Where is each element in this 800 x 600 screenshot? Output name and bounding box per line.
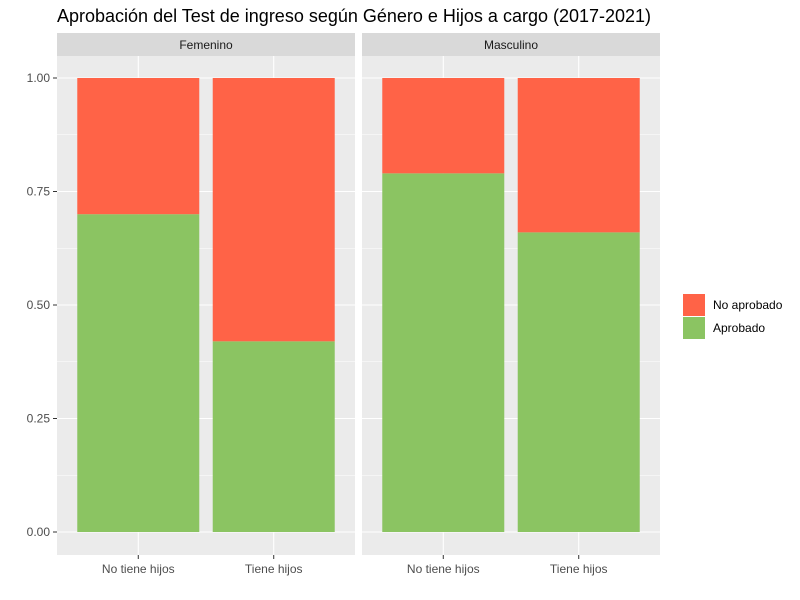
bar-femenino-tiene-hijos-aprobado	[212, 341, 335, 532]
facet-masculino: Masculino No tiene hijos Tiene hijos	[362, 33, 660, 576]
bar-masculino-no-tiene-hijos-no-aprobado	[382, 78, 505, 174]
x-tick-label: No tiene hijos	[102, 562, 175, 576]
y-axis: 0.00 0.25 0.50 0.75 1.00	[27, 71, 57, 539]
chart-title: Aprobación del Test de ingreso según Gén…	[57, 6, 651, 26]
bar-masculino-tiene-hijos-aprobado	[517, 232, 640, 533]
x-tick-label: No tiene hijos	[407, 562, 480, 576]
facet-label: Masculino	[484, 38, 538, 52]
legend-item-aprobado: Aprobado	[683, 317, 765, 339]
bar-masculino-tiene-hijos-no-aprobado	[517, 78, 640, 233]
facet-strip	[57, 33, 355, 56]
legend-swatch	[683, 294, 705, 316]
y-tick-label: 0.75	[27, 185, 51, 199]
y-tick-label: 0.50	[27, 298, 51, 312]
x-tick-label: Tiene hijos	[245, 562, 303, 576]
legend: No aprobado Aprobado	[683, 294, 783, 339]
bar-masculino-no-tiene-hijos-aprobado	[382, 173, 505, 532]
facet-label: Femenino	[179, 38, 233, 52]
facet-femenino: Femenino No tiene hijos Tiene hijos	[57, 33, 355, 576]
bar-femenino-no-tiene-hijos-no-aprobado	[77, 78, 200, 215]
legend-label: Aprobado	[713, 321, 765, 335]
x-tick-label: Tiene hijos	[550, 562, 608, 576]
y-tick-label: 0.25	[27, 412, 51, 426]
facet-strip	[362, 33, 660, 56]
legend-swatch	[683, 317, 705, 339]
y-tick-label: 1.00	[27, 71, 51, 85]
legend-item-no-aprobado: No aprobado	[683, 294, 783, 316]
bar-femenino-tiene-hijos-no-aprobado	[212, 78, 335, 342]
bar-femenino-no-tiene-hijos-aprobado	[77, 214, 200, 532]
legend-label: No aprobado	[713, 298, 783, 312]
y-tick-label: 0.00	[27, 525, 51, 539]
